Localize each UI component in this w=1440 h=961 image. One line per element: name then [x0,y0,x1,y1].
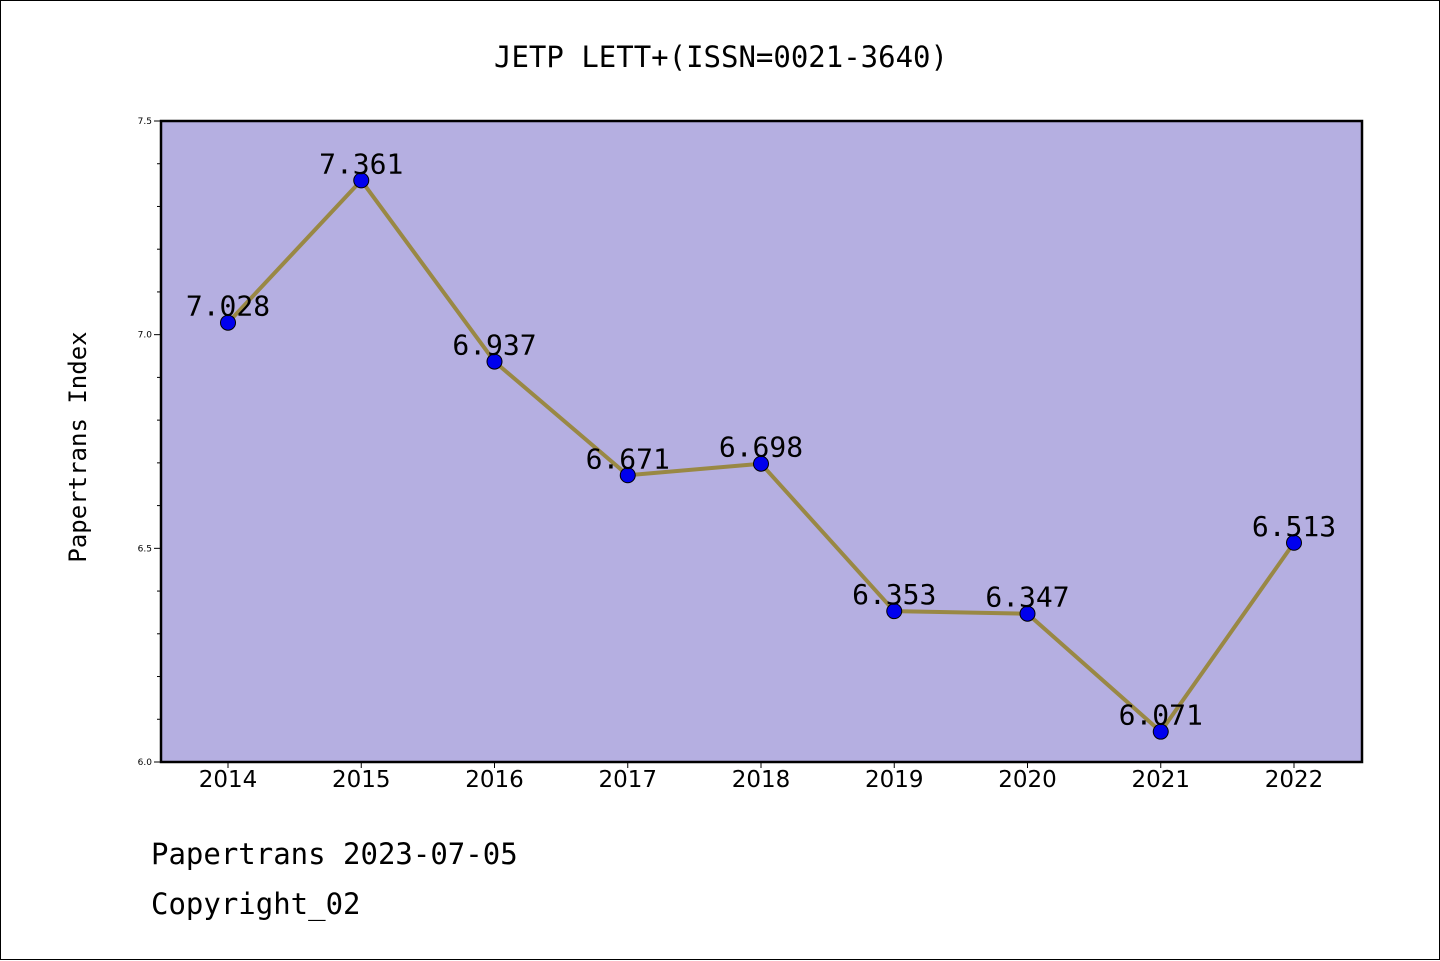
y-axis-label: Papertrans Index [64,331,92,562]
data-label: 7.361 [319,147,403,180]
chart-title: JETP LETT+(ISSN=0021-3640) [494,40,948,74]
x-tick-label: 2022 [1265,767,1324,793]
data-markers [220,172,1302,740]
data-point [220,314,236,331]
y-tick-label: 7.0 [138,331,153,341]
data-point [886,603,903,620]
plot-border [159,119,1364,764]
x-tick-label: 2021 [1131,767,1190,793]
y-tick-label: 6.0 [138,758,153,768]
data-labels: 7.028 7.361 6.937 6.671 6.698 6.353 6.347 6.071… [186,147,1336,731]
y-tick-label: 6.5 [138,544,152,554]
y-tick-label: 7.5 [138,117,152,127]
data-label: 6.513 [1252,510,1336,543]
data-label: 6.353 [852,578,936,611]
data-label: 6.071 [1119,699,1203,732]
plot-area [161,121,1362,762]
x-axis-ticks: 2014 2015 2016 2017 2018 2019 2020 2021 2022 [199,762,1324,793]
data-point [1286,534,1302,551]
footer-date: Papertrans 2023-07-05 [151,837,518,871]
data-point [753,455,769,472]
x-tick-label: 2020 [998,767,1057,793]
x-tick-label: 2018 [732,767,791,793]
data-point [619,467,636,484]
y-axis-ticks: 6.0 6.5 7.0 7.5 [138,117,161,768]
data-label: 7.028 [186,290,270,323]
footer-copyright: Copyright_02 [151,887,361,921]
data-point [1019,605,1036,622]
data-point [486,353,503,370]
x-tick-label: 2017 [598,767,657,793]
data-label: 6.698 [719,431,803,464]
data-label: 6.671 [586,442,670,475]
data-label: 6.347 [985,581,1069,614]
data-point [353,172,370,189]
x-tick-label: 2014 [199,767,258,793]
x-tick-label: 2016 [465,767,524,793]
x-tick-label: 2019 [865,767,924,793]
data-label: 6.937 [452,329,536,362]
x-tick-label: 2015 [332,767,391,793]
data-point [1152,723,1169,740]
